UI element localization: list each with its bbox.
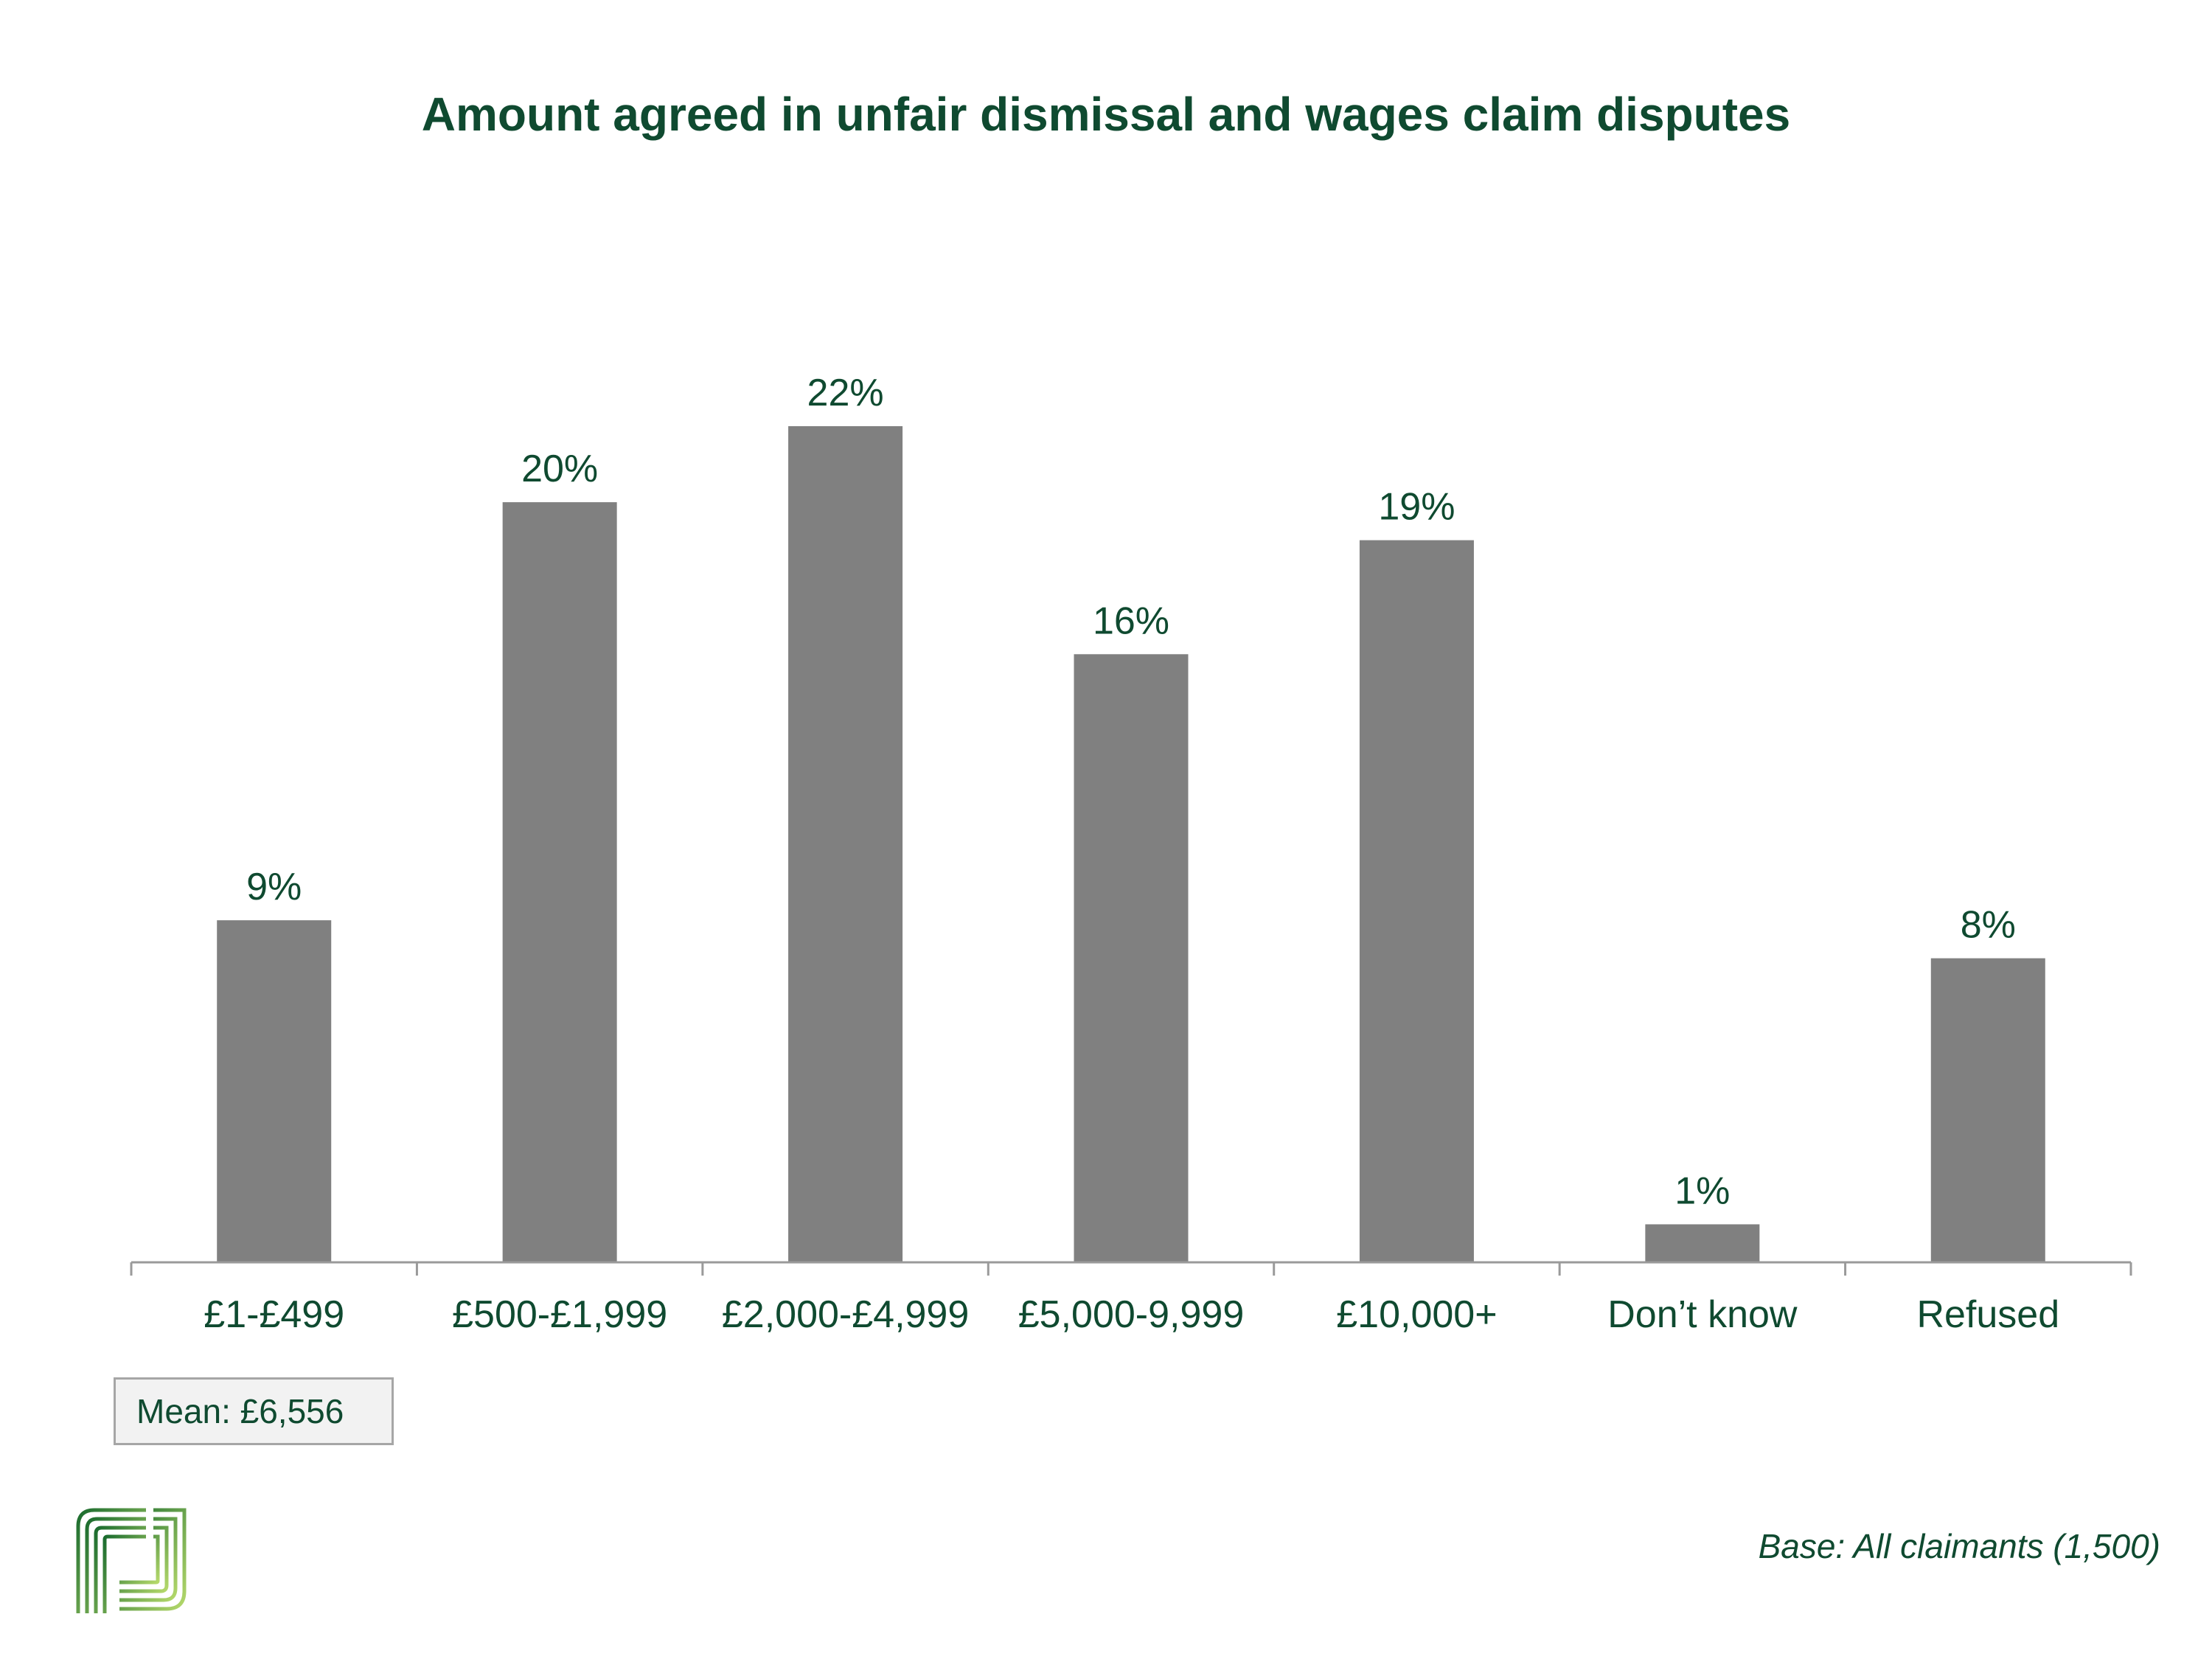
value-label: 22% xyxy=(807,372,884,414)
category-label: £1-£499 xyxy=(204,1293,344,1336)
x-axis xyxy=(130,1261,2132,1276)
category-label: £10,000+ xyxy=(1336,1293,1497,1336)
bar xyxy=(1074,654,1189,1262)
category-label: £500-£1,999 xyxy=(452,1293,667,1336)
value-label: 19% xyxy=(1378,486,1455,529)
bar xyxy=(1645,1224,1760,1262)
bar xyxy=(1930,958,2045,1262)
bars-layer xyxy=(217,426,2045,1263)
bar xyxy=(502,502,617,1263)
value-label: 20% xyxy=(521,448,598,490)
value-label: 16% xyxy=(1093,599,1169,642)
value-label: 1% xyxy=(1674,1169,1730,1212)
chart-title: Amount agreed in unfair dismissal and wa… xyxy=(421,88,1791,141)
category-label: £5,000-9,999 xyxy=(1018,1293,1245,1336)
category-labels-layer: £1-£499 £500-£1,999 £2,000-£4,999 £5,000-9,… xyxy=(204,1293,2059,1336)
bar xyxy=(217,920,332,1262)
value-label: 8% xyxy=(1961,904,2016,947)
base-note: Base: All claimants (1,500) xyxy=(1758,1527,2160,1565)
bar xyxy=(1359,540,1474,1262)
value-labels-layer: 9% 20% 22% 16% 19% 1% 8% xyxy=(246,372,2016,1212)
bar-chart: 9% 20% 22% 16% 19% 1% 8% £1-£499 £500-£1,999 £2,… xyxy=(130,372,2132,1336)
value-label: 9% xyxy=(246,866,302,908)
bar xyxy=(788,426,903,1262)
mean-annotation: Mean: £6,556 xyxy=(114,1377,394,1445)
category-label: £2,000-£4,999 xyxy=(722,1293,969,1336)
category-label: Don’t know xyxy=(1607,1293,1798,1336)
category-label: Refused xyxy=(1916,1293,2059,1336)
company-logo-icon xyxy=(76,1508,187,1613)
